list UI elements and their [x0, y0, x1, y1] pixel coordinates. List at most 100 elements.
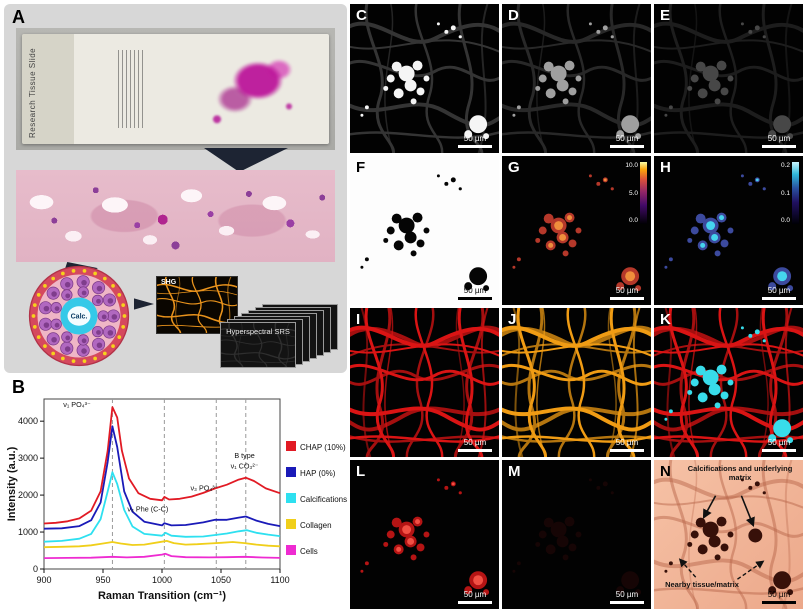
annotation-calcifications: Calcifications and underlying matrix: [687, 464, 793, 482]
scale-bar-line: [762, 601, 796, 604]
panel-letter: I: [356, 311, 361, 328]
scale-bar-line: [610, 601, 644, 604]
svg-text:900: 900: [36, 575, 51, 585]
scale-bar: 50 µm: [762, 286, 796, 300]
scale-bar: 50 µm: [762, 590, 796, 604]
scale-bar-line: [458, 601, 492, 604]
glass-slide: Research Tissue Slide: [22, 34, 329, 144]
svg-text:B type: B type: [234, 451, 254, 460]
scale-text: 50 µm: [463, 438, 487, 448]
yellow-dots-ring: [31, 268, 127, 364]
scale-text: 50 µm: [463, 134, 487, 144]
scale-text: 50 µm: [615, 134, 639, 144]
scale-text: 50 µm: [615, 286, 639, 296]
scale-text: 50 µm: [615, 590, 639, 600]
colorbar-tick: 10.0: [625, 162, 638, 169]
svg-text:2000: 2000: [18, 490, 38, 500]
scale-bar-line: [610, 297, 644, 300]
colorbar-gradient: [640, 162, 647, 224]
micro-panel-D: D 50 µm: [502, 4, 651, 153]
svg-text:1000: 1000: [18, 527, 38, 537]
colorbar-gradient: [792, 162, 799, 224]
annotation-nearby-tissue: Nearby tissue/matrix: [665, 580, 739, 589]
scale-bar: 50 µm: [610, 134, 644, 148]
colorbar-tick: 5.0: [628, 189, 638, 197]
micro-panel-N: N Calcifications and underlying matrix N…: [654, 460, 803, 609]
svg-text:ν₁ PO₄³⁻: ν₁ PO₄³⁻: [63, 400, 91, 409]
tissue-smear: [203, 42, 303, 134]
panel-letter: J: [508, 311, 517, 328]
panel-b: B 900 950 1000 1050 1100 0 1000 2000 3000 4000 Ram…: [4, 377, 347, 609]
panel-letter: N: [660, 463, 671, 480]
panel-letter: F: [356, 159, 366, 176]
micro-panel-G: G 10.0 5.0 0.0 50 µm: [502, 156, 651, 305]
scale-bar-line: [458, 449, 492, 452]
panel-letter: M: [508, 463, 521, 480]
panel-a-label: A: [12, 7, 25, 27]
panel-letter: H: [660, 159, 671, 176]
svg-text:Collagen: Collagen: [300, 521, 332, 530]
scale-bar: 50 µm: [458, 590, 492, 604]
raman-spectra-chart: 900 950 1000 1050 1100 0 1000 2000 3000 4000 Raman…: [6, 398, 347, 602]
scale-text: 50 µm: [767, 134, 791, 144]
svg-text:3000: 3000: [18, 453, 38, 463]
scale-text: 50 µm: [463, 286, 487, 296]
svg-text:Calcifications: Calcifications: [300, 495, 347, 504]
panel-letter: L: [356, 463, 366, 480]
colorbar: 10.0 5.0 0.0: [625, 162, 647, 224]
scale-bar: 50 µm: [458, 438, 492, 452]
stack-label: Hyperspectral SRS: [226, 327, 290, 336]
scale-bar: 50 µm: [610, 286, 644, 300]
scale-bar: 50 µm: [762, 438, 796, 452]
shg-label: SHG: [161, 279, 177, 286]
svg-text:CHAP (10%): CHAP (10%): [300, 443, 346, 452]
cell-ring: [39, 275, 120, 357]
svg-text:0: 0: [33, 564, 38, 574]
tissue-slide-photo: Research Tissue Slide: [16, 28, 335, 150]
micro-panel-I: I 50 µm: [350, 308, 499, 457]
scale-text: 50 µm: [615, 438, 639, 448]
panel-letter: G: [508, 159, 520, 176]
scale-bar-line: [610, 145, 644, 148]
scale-bar: 50 µm: [458, 134, 492, 148]
scale-bar-line: [762, 145, 796, 148]
barcode: [118, 50, 144, 128]
scale-bar-line: [610, 449, 644, 452]
colorbar-tick: 0.2: [780, 162, 790, 169]
micro-panel-L: L 50 µm: [350, 460, 499, 609]
slide-label-text: Research Tissue Slide: [28, 47, 37, 138]
micro-panel-K: K 50 µm: [654, 308, 803, 457]
scale-text: 50 µm: [463, 590, 487, 600]
panel-b-label: B: [12, 377, 25, 397]
scale-text: 50 µm: [767, 590, 791, 600]
micro-panel-M: M 50 µm: [502, 460, 651, 609]
scale-bar-line: [762, 449, 796, 452]
svg-text:Cells: Cells: [300, 547, 318, 556]
stack-frame: [220, 322, 296, 368]
colorbar-tick: 0.1: [780, 189, 790, 197]
scale-text: 50 µm: [767, 286, 791, 296]
svg-text:HAP (0%): HAP (0%): [300, 469, 336, 478]
panel-a: A Research Tissue Slide Calc. S: [4, 4, 347, 373]
scale-bar: 50 µm: [762, 134, 796, 148]
scale-bar: 50 µm: [610, 590, 644, 604]
scale-bar: 50 µm: [458, 286, 492, 300]
colorbar-tick: 0.0: [628, 217, 638, 224]
calc-label: Calc.: [71, 314, 88, 321]
colorbar-ticks: 10.0 5.0 0.0: [625, 162, 638, 224]
colorbar: 0.2 0.1 0.0: [781, 162, 799, 224]
pointer-arrow-icon: [134, 298, 154, 310]
svg-text:Raman Transition (cm⁻¹): Raman Transition (cm⁻¹): [98, 590, 226, 602]
svg-text:1050: 1050: [211, 575, 231, 585]
micro-panel-F: F 50 µm: [350, 156, 499, 305]
annotation-arrows: [678, 495, 765, 580]
scale-bar-line: [458, 297, 492, 300]
panel-letter: K: [660, 311, 671, 328]
micro-panel-H: H 0.2 0.1 0.0 50 µm: [654, 156, 803, 305]
svg-text:4000: 4000: [18, 416, 38, 426]
micro-panel-E: E 50 µm: [654, 4, 803, 153]
zoom-arrow-icon: [204, 148, 288, 172]
scale-bar: 50 µm: [610, 438, 644, 452]
panel-letter: C: [356, 7, 367, 24]
